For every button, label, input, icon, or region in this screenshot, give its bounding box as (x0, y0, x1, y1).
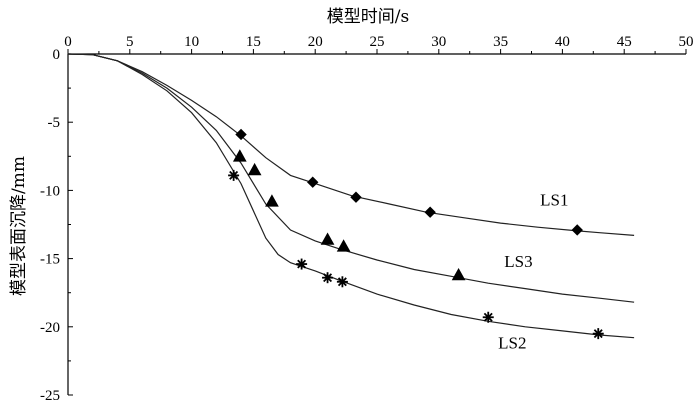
marker-ls1 (571, 224, 583, 236)
marker-ls1 (350, 191, 362, 203)
x-tick-label: 10 (184, 34, 199, 50)
y-tick-label: -15 (40, 252, 60, 268)
x-tick-label: 50 (679, 34, 694, 50)
series-group (67, 53, 635, 340)
marker-ls3 (247, 162, 262, 176)
y-tick-label: -5 (48, 115, 61, 131)
marker-ls2 (228, 169, 240, 181)
marker-ls2 (482, 311, 494, 323)
marker-ls3 (320, 232, 335, 245)
y-axis-title: 模型表面沉降/mm (9, 156, 29, 296)
series-label-ls1: LS1 (540, 190, 568, 209)
marker-ls2 (322, 272, 334, 284)
y-tick-label: -10 (40, 183, 60, 199)
x-tick-label: 0 (64, 34, 72, 50)
x-tick-label: 40 (555, 34, 570, 50)
series-line-ls3 (67, 53, 635, 303)
axes (67, 53, 686, 395)
marker-ls1 (307, 176, 319, 188)
x-tick-label: 45 (617, 34, 632, 50)
marker-ls1 (235, 128, 247, 141)
marker-ls3 (336, 239, 351, 252)
y-tick-label: -20 (40, 320, 60, 336)
marker-ls2 (296, 258, 308, 270)
marker-ls2 (592, 328, 604, 340)
y-ticks: 0 -5 -10 -15 -20 -25 (40, 47, 73, 404)
y-tick-label: -25 (40, 388, 60, 404)
x-tick-label: 5 (126, 34, 134, 50)
marker-ls3 (451, 267, 466, 281)
x-ticks: 0 5 10 15 20 25 30 35 40 45 50 (64, 34, 694, 54)
x-tick-label: 25 (370, 34, 385, 50)
x-tick-label: 20 (308, 34, 323, 50)
y-tick-label: 0 (53, 47, 61, 63)
marker-ls2 (336, 276, 348, 288)
series-label-ls2: LS2 (498, 334, 526, 353)
x-tick-label: 30 (431, 34, 446, 50)
series-label-ls3: LS3 (504, 252, 532, 271)
marker-ls3 (232, 149, 247, 162)
series-line-ls1 (67, 53, 635, 236)
series-labels: LS1 LS3 LS2 (498, 190, 568, 352)
x-tick-label: 15 (246, 34, 261, 50)
marker-ls3 (265, 194, 279, 207)
marker-ls1 (424, 206, 436, 218)
x-axis-title: 模型时间/s (327, 7, 409, 27)
x-tick-label: 35 (493, 34, 508, 50)
